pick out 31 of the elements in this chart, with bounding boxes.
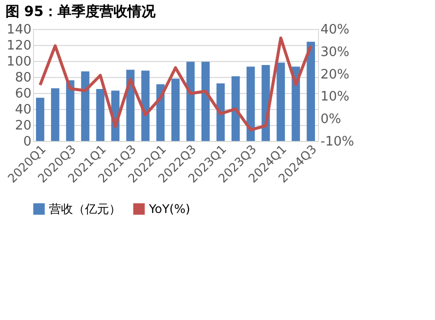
y-tick-label: 60 [14,86,32,102]
bar [201,62,210,141]
bar [246,66,255,141]
y-tick-label: 140 [6,22,32,38]
chart-title: 图 95：单季度营收情况 [5,3,157,20]
bar [216,83,225,141]
y-tick-label: 20 [14,118,32,134]
y2-tick-label: 30% [320,44,350,60]
bar [186,62,195,141]
y-tick-label: 0 [23,134,32,150]
y2-tick-label: -10% [320,134,354,150]
legend-label: 营收（亿元） [49,202,121,216]
bar [96,89,104,141]
bar [36,98,44,141]
line-series [38,36,312,132]
y2-tick-label: 0% [320,112,342,128]
y-tick-label: 80 [14,70,32,86]
bar [51,88,60,141]
y-tick-label: 120 [6,38,32,54]
y-tick-label: 100 [6,54,32,70]
y2-tick-label: 20% [320,67,350,82]
y2-tick-label: 40% [320,22,350,38]
y2-tick-label: 10% [320,90,350,105]
bar [276,62,285,141]
bar [66,80,74,141]
bar [81,71,90,141]
legend-label: YoY(%) [148,202,190,216]
bar [171,78,180,141]
bar [306,42,315,141]
bar [232,76,240,141]
y-tick-label: 40 [14,102,32,118]
